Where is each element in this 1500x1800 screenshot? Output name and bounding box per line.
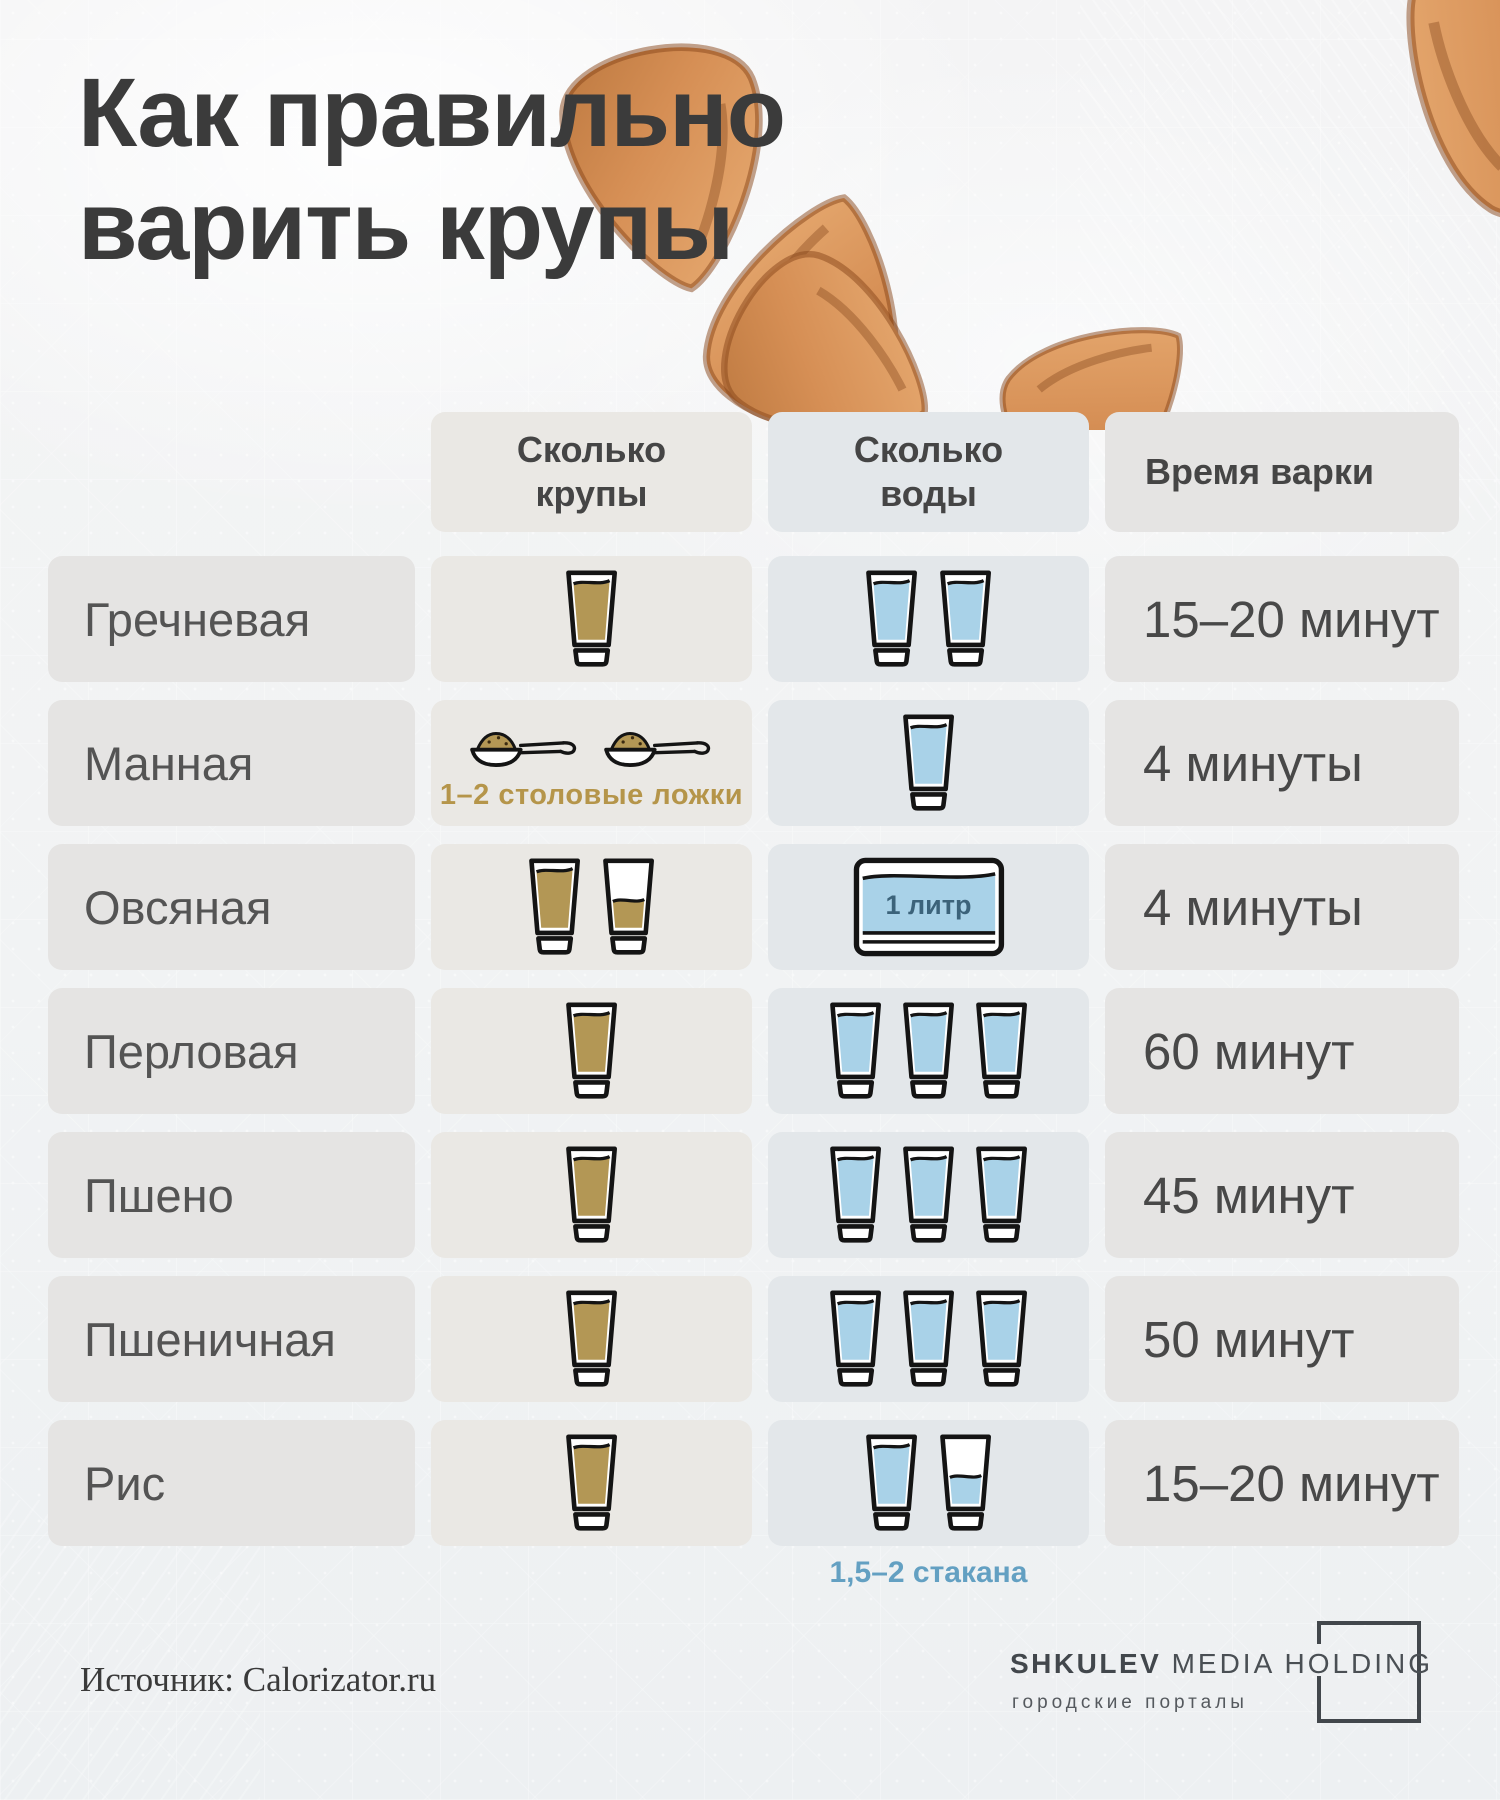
grain-cup-icon	[525, 858, 584, 956]
grain-cup-half-icon	[599, 858, 658, 956]
page-title-line2: варить крупы	[78, 171, 734, 281]
water-cup-icon	[936, 570, 995, 668]
water-cup-icon	[826, 1002, 885, 1100]
grain-amount-caption: 1–2 столовые ложки	[439, 778, 744, 811]
page-title: Как правильно варить крупы	[78, 56, 786, 283]
water-cup-icon	[899, 1002, 958, 1100]
grain-amount-cell	[431, 844, 752, 970]
column-header-time: Время варки	[1105, 412, 1459, 532]
spoons-group	[467, 725, 717, 771]
pot-volume-label: 1 литр	[885, 890, 972, 920]
water-cup-icon	[972, 1002, 1031, 1100]
water-cup-icon	[899, 714, 958, 812]
grain-amount-cell	[431, 988, 752, 1114]
water-amount-cell	[768, 700, 1089, 826]
water-amount-cell	[768, 556, 1089, 682]
water-cup-icon	[826, 1290, 885, 1388]
cooking-time: 45 минут	[1105, 1132, 1459, 1258]
cooking-time: 60 минут	[1105, 988, 1459, 1114]
row-label-ris: Рис	[48, 1420, 415, 1546]
water-cup-icon	[899, 1290, 958, 1388]
grain-amount-cell	[431, 1132, 752, 1258]
column-header-grain: Сколько крупы	[431, 412, 752, 532]
tablespoon-icon	[601, 725, 717, 771]
water-cup-icon	[862, 570, 921, 668]
cooking-time: 15–20 минут	[1105, 1420, 1459, 1546]
cooking-time: 50 минут	[1105, 1276, 1459, 1402]
water-cup-icon	[972, 1146, 1031, 1244]
source-credit: Источник: Calorizator.ru	[80, 1660, 437, 1699]
grain-amount-cell	[431, 1276, 752, 1402]
grain-amount-cell	[431, 1420, 752, 1546]
water-amount-caption: 1,5–2 стакана	[829, 1556, 1028, 1589]
background-hatch-bottom-left	[0, 1500, 260, 1800]
logo-primary: SHKULEV	[1010, 1648, 1162, 1679]
grain-cup-icon	[562, 570, 621, 668]
logo-tagline: городские порталы	[1012, 1692, 1248, 1713]
grain-amount-cell: 1–2 столовые ложки	[431, 700, 752, 826]
row-label-perlovaya: Перловая	[48, 988, 415, 1114]
page-title-line1: Как правильно	[78, 58, 786, 167]
header-spacer	[48, 412, 415, 532]
row-label-psheno: Пшено	[48, 1132, 415, 1258]
table-header-row: Сколько крупы Сколько воды Время варки	[48, 412, 1459, 532]
water-cup-icon	[899, 1146, 958, 1244]
media-holding-logo: SHKULEV MEDIA HOLDING	[1010, 1648, 1456, 1680]
tablespoon-icon	[467, 725, 583, 771]
grain-cup-icon	[562, 1290, 621, 1388]
water-amount-cell	[768, 1132, 1089, 1258]
water-cup-part-icon	[936, 1434, 995, 1532]
water-amount-cell: 1 литр	[768, 844, 1089, 970]
cooking-time: 15–20 минут	[1105, 556, 1459, 682]
grain-cup-icon	[562, 1434, 621, 1532]
water-amount-cell	[768, 1276, 1089, 1402]
water-cup-icon	[972, 1290, 1031, 1388]
logo-secondary: MEDIA HOLDING	[1171, 1648, 1434, 1679]
row-label-ovsyanaya: Овсяная	[48, 844, 415, 970]
cooking-time: 4 минуты	[1105, 700, 1459, 826]
water-cup-icon	[862, 1434, 921, 1532]
row-label-pshenichnaya: Пшеничная	[48, 1276, 415, 1402]
grain-cup-icon	[562, 1146, 621, 1244]
grain-cup-icon	[562, 1002, 621, 1100]
water-amount-cell	[768, 988, 1089, 1114]
water-amount-cell	[768, 1420, 1089, 1546]
grain-amount-cell	[431, 556, 752, 682]
water-cup-icon	[826, 1146, 885, 1244]
row-label-grechnevaya: Гречневая	[48, 556, 415, 682]
column-header-water: Сколько воды	[768, 412, 1089, 532]
cooking-time: 4 минуты	[1105, 844, 1459, 970]
row-label-mannaya: Манная	[48, 700, 415, 826]
water-pot-icon: 1 литр	[852, 856, 1006, 958]
table-body: Гречневая 15–20 минут Манная 1–2 столовы…	[48, 556, 1459, 1546]
logo-square-frame	[1317, 1621, 1421, 1723]
